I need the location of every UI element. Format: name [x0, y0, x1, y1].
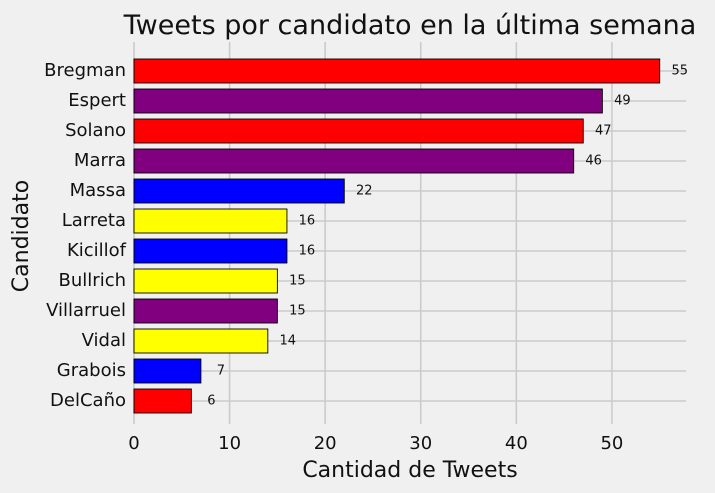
x-tick-label: 0: [128, 433, 139, 454]
data-label: 6: [207, 394, 215, 409]
y-tick-label: Larreta: [62, 210, 126, 231]
chart-title: Tweets por candidato en la última semana: [123, 10, 697, 41]
y-tick-label: Bullrich: [59, 270, 126, 291]
bar-larreta: [133, 208, 288, 234]
data-label: 22: [356, 184, 373, 199]
data-label: 16: [299, 214, 316, 229]
bar-villarruel: [133, 298, 278, 324]
y-tick-label: Grabois: [57, 360, 126, 381]
bars: [133, 58, 661, 414]
bar-grabois: [133, 358, 202, 384]
data-label: 14: [280, 334, 297, 349]
y-tick-label: Solano: [65, 120, 126, 141]
y-axis-label: Candidato: [9, 180, 34, 292]
bar-vidal: [133, 328, 269, 354]
bar-marra: [133, 148, 575, 174]
y-tick-label: Kicillof: [67, 240, 127, 261]
bar-bullrich: [133, 268, 278, 294]
data-label: 46: [585, 154, 602, 169]
y-tick-labels: Bregman Espert Solano Marra Massa Larreta Kici…: [44, 60, 126, 411]
data-label: 47: [595, 124, 612, 139]
x-tick-label: 10: [218, 433, 241, 454]
y-tick-label: Massa: [70, 180, 126, 201]
x-tick-label: 40: [505, 433, 528, 454]
x-tick-label: 20: [314, 433, 337, 454]
y-tick-label: Vidal: [82, 330, 126, 351]
x-tick-label: 30: [409, 433, 432, 454]
y-tick-label: Espert: [68, 90, 126, 111]
y-tick-label: DelCaño: [50, 390, 126, 411]
x-axis-label: Cantidad de Tweets: [302, 458, 517, 483]
x-tick-labels: 0 10 20 30 40 50: [128, 433, 623, 454]
bar-espert: [133, 88, 603, 114]
x-tick-label: 50: [600, 433, 623, 454]
data-label: 55: [671, 64, 688, 79]
data-label: 49: [614, 94, 631, 109]
bar-massa: [133, 178, 345, 204]
bar-bregman: [133, 58, 661, 84]
y-tick-label: Villarruel: [46, 300, 126, 321]
data-label: 16: [299, 244, 316, 259]
bar-solano: [133, 118, 584, 144]
data-label: 15: [289, 304, 306, 319]
data-label: 7: [217, 364, 225, 379]
y-tick-label: Bregman: [44, 60, 126, 81]
bar-delcaño: [133, 388, 192, 414]
y-tick-label: Marra: [74, 150, 126, 171]
data-label: 15: [289, 274, 306, 289]
bar-kicillof: [133, 238, 288, 264]
